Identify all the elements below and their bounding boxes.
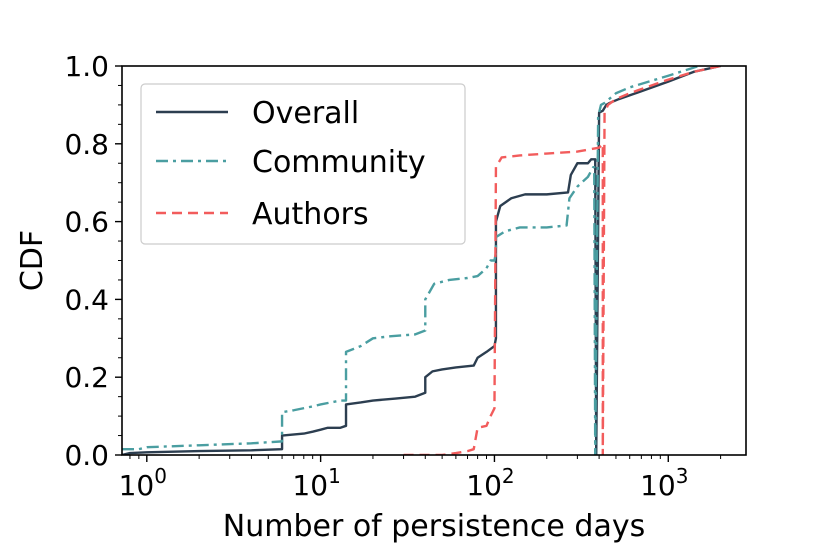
x-tick-label: 103 [640,464,688,502]
series-line-overall [122,66,721,455]
y-tick-label: 0.4 [64,283,109,316]
x-tick-label: 100 [119,464,167,502]
x-tick-label: 101 [292,464,340,502]
x-tick-label: 102 [466,464,514,502]
y-tick-label: 0.8 [64,128,109,161]
legend-label-overall: Overall [252,96,359,131]
x-axis-label: Number of persistence days [223,509,645,544]
x-axis-ticks: 100 101 102 103 [119,455,722,502]
y-tick-label: 0.6 [64,206,109,239]
y-tick-label: 0.0 [64,439,109,472]
legend-label-authors: Authors [252,197,369,232]
series-line-authors [403,66,721,455]
legend: Overall Community Authors [140,83,466,245]
y-tick-label: 1.0 [64,50,109,83]
y-axis-ticks: 0.0 0.2 0.4 0.6 0.8 1.0 [64,50,122,472]
y-axis-label: CDF [15,230,50,291]
series-layer [122,66,721,455]
legend-box [140,83,466,245]
series-line-community [122,66,700,455]
y-tick-label: 0.2 [64,361,109,394]
legend-label-community: Community [252,145,426,180]
